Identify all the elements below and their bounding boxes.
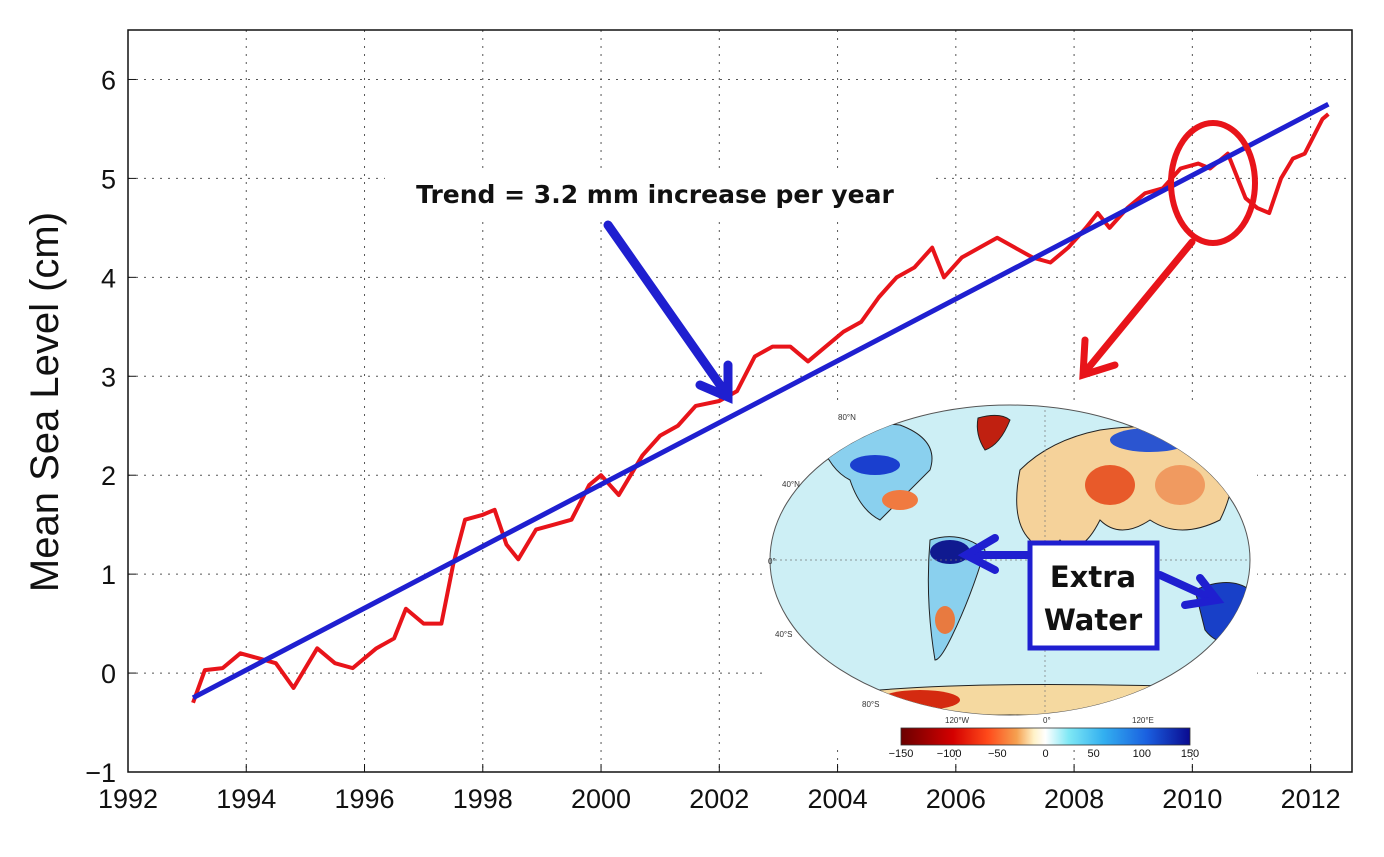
trend-arrow	[603, 220, 733, 404]
x-tick-label: 2012	[1281, 784, 1341, 814]
extra-water-label-line1: Extra	[1050, 560, 1136, 594]
colorbar-tick-label: −50	[988, 748, 1007, 760]
trend-annotation: Trend = 3.2 mm increase per year	[416, 180, 894, 209]
map-lat-label: 40°S	[775, 630, 792, 639]
x-tick-label: 2002	[689, 784, 749, 814]
map-lon-label: 0°	[1043, 716, 1051, 725]
colorbar-tick-label: 50	[1088, 748, 1100, 760]
extra-water-label-line2: Water	[1044, 603, 1143, 637]
trend-label-bg	[385, 168, 935, 220]
extra-water-arrows	[957, 534, 1225, 609]
x-tick-label: 2000	[571, 784, 631, 814]
y-tick-label: −1	[85, 758, 116, 788]
colorbar-tick-label: 0	[1042, 748, 1048, 760]
colorbar-tick-label: 150	[1181, 748, 1199, 760]
extra-water-box	[1027, 540, 1160, 651]
x-tick-label: 1992	[98, 784, 158, 814]
colorbar-tick-label: 100	[1133, 748, 1151, 760]
x-tick-label: 1998	[453, 784, 513, 814]
colorbar-tick-label: −100	[937, 748, 962, 760]
y-tick-label: 1	[101, 560, 116, 590]
map-lat-label: 80°N	[838, 413, 856, 422]
x-tick-label: 2004	[808, 784, 868, 814]
map-lat-label: 40°N	[782, 480, 800, 489]
trend-line	[191, 101, 1330, 701]
map-lat-label: 0°	[768, 557, 776, 566]
map-lat-label: 80°S	[862, 700, 879, 709]
y-tick-label: 0	[101, 659, 116, 689]
colorbar	[900, 727, 1191, 746]
y-tick-label: 4	[101, 263, 116, 293]
x-tick-label: 1996	[334, 784, 394, 814]
x-tick-label: 2008	[1044, 784, 1104, 814]
map-lon-label: 120°E	[1132, 716, 1154, 725]
y-tick-label: 6	[101, 65, 116, 95]
y-tick-label: 2	[101, 461, 116, 491]
y-tick-label: 3	[101, 362, 116, 392]
inset-map: 80°N 40°N 0° 40°S 80°S 120°W 0° 120°E −1…	[762, 400, 1257, 760]
y-tick-label: 5	[101, 164, 116, 194]
x-tick-label: 1994	[216, 784, 276, 814]
map-lon-label: 120°W	[945, 716, 970, 725]
x-tick-label: 2010	[1162, 784, 1222, 814]
plot-frame	[127, 29, 1353, 773]
colorbar-tick-label: −150	[889, 748, 914, 760]
anomaly-circle	[1168, 120, 1258, 246]
y-axis-label: Mean Sea Level (cm)	[23, 212, 67, 592]
x-tick-label: 2006	[926, 784, 986, 814]
anomaly-arrow	[1079, 238, 1196, 380]
